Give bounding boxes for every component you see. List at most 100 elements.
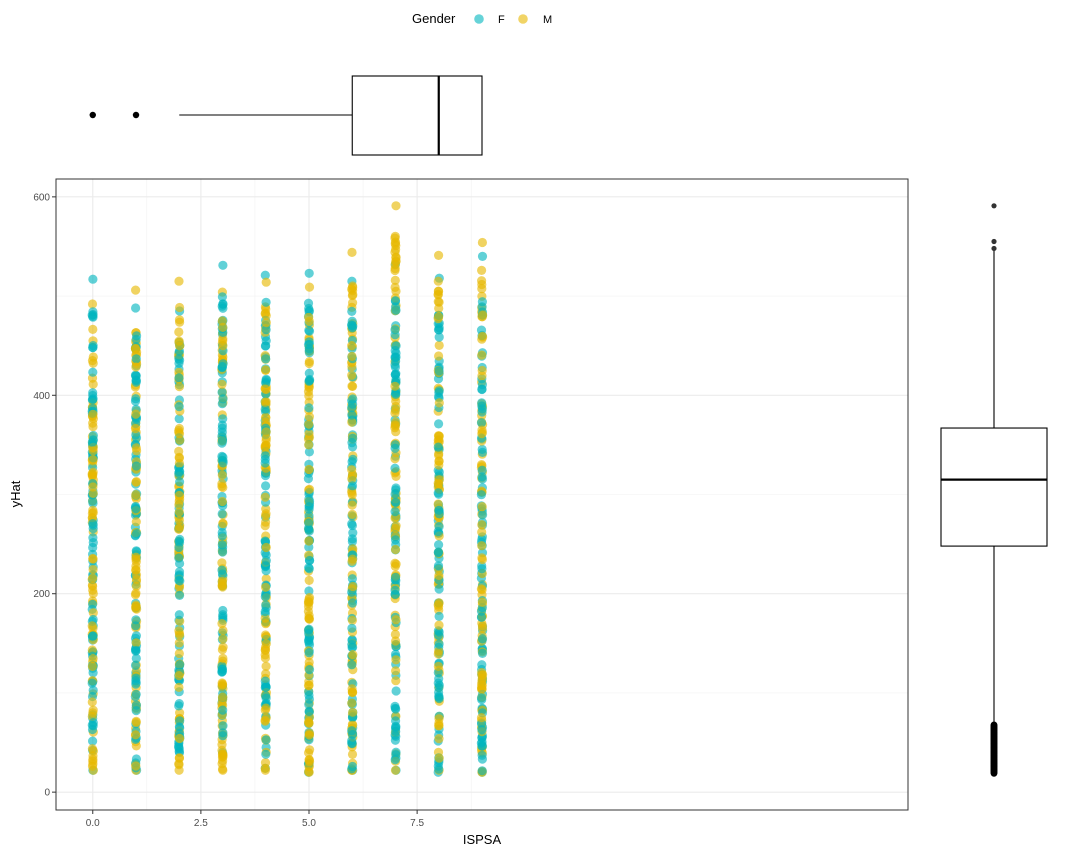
legend-label-m: M [543, 14, 552, 26]
data-point-f [304, 586, 314, 596]
data-point-f [476, 490, 486, 500]
data-point-m [433, 297, 443, 307]
data-point-m [477, 527, 487, 537]
data-point-f [347, 660, 357, 670]
data-point-m [348, 298, 358, 308]
data-point-f [433, 561, 444, 571]
data-point-f [218, 394, 228, 404]
data-point-f [304, 268, 314, 278]
data-point-f [434, 467, 444, 477]
data-point-m [131, 716, 141, 727]
data-point-f [477, 384, 487, 394]
data-point-m [218, 519, 228, 529]
data-point-m [348, 290, 358, 300]
data-point-f [174, 610, 184, 620]
data-point-f [304, 690, 314, 701]
data-point-f [304, 665, 315, 675]
data-point-f [131, 689, 141, 700]
data-point-f [217, 531, 227, 541]
data-point-m [304, 440, 314, 450]
data-point-f [260, 458, 270, 468]
data-point-m [478, 310, 488, 320]
box-outlier [991, 245, 997, 252]
data-point-m [304, 312, 314, 322]
data-point-f [261, 336, 271, 346]
data-point-m [391, 655, 401, 665]
data-point-m [175, 616, 185, 626]
data-point-f [174, 722, 184, 732]
data-point-f [391, 716, 401, 726]
data-point-m [174, 626, 184, 636]
data-point-m [131, 761, 141, 771]
data-point-m [304, 755, 314, 765]
data-point-m [217, 619, 227, 629]
data-point-m [175, 302, 185, 313]
data-point-m [261, 542, 271, 553]
data-point-m [217, 470, 227, 480]
data-point-f [304, 564, 314, 574]
data-point-m [348, 650, 358, 660]
data-point-m [477, 621, 488, 631]
data-point-f [217, 661, 227, 671]
data-point-m [347, 341, 357, 351]
data-point-f [174, 466, 184, 477]
data-point-m [304, 597, 314, 607]
data-point-m [477, 520, 487, 530]
data-point-f [174, 553, 184, 563]
data-point-m [390, 544, 401, 555]
data-point-f [217, 565, 227, 575]
data-point-f [131, 653, 141, 664]
data-point-f [391, 305, 401, 315]
data-point-f [260, 592, 270, 602]
data-point-f [303, 625, 314, 635]
data-point-m [261, 365, 271, 375]
data-point-m [260, 630, 271, 640]
y-axis-title: yHat [8, 480, 23, 507]
data-point-m [477, 670, 487, 680]
data-point-m [391, 676, 401, 686]
legend: Gender F M [412, 11, 552, 26]
data-point-m [131, 517, 141, 527]
data-point-m [476, 584, 486, 594]
data-point-m [217, 316, 227, 326]
data-point-m [131, 602, 141, 612]
data-point-f [390, 755, 400, 765]
data-point-m [218, 482, 228, 493]
data-point-m [174, 671, 184, 681]
data-point-m [131, 581, 141, 591]
data-point-m [304, 748, 314, 758]
data-point-f [434, 325, 444, 335]
x-tick-label: 2.5 [194, 818, 208, 829]
data-point-m [304, 716, 314, 727]
data-point-m [217, 749, 228, 759]
data-point-f [174, 536, 184, 546]
data-point-m [434, 286, 444, 296]
data-point-m [347, 509, 357, 519]
data-point-m [477, 597, 487, 607]
data-point-f [88, 307, 98, 317]
data-point-f [131, 615, 141, 625]
data-point-m [174, 429, 185, 439]
data-point-m [174, 500, 184, 510]
data-point-m [347, 247, 357, 257]
data-point-f [477, 447, 488, 457]
data-point-m [303, 680, 314, 691]
data-point-m [433, 649, 443, 659]
data-point-f [477, 741, 487, 751]
data-point-f [174, 542, 184, 553]
data-point-m [217, 759, 227, 769]
data-point-m [260, 521, 270, 531]
data-point-f [88, 274, 98, 284]
data-point-m [88, 573, 98, 583]
data-point-f [348, 598, 358, 608]
data-point-m [391, 615, 401, 625]
data-point-f [218, 299, 228, 309]
data-point-f [477, 472, 487, 482]
data-point-m [304, 536, 314, 546]
data-point-f [434, 611, 444, 622]
data-point-f [261, 481, 271, 491]
data-point-m [174, 507, 184, 517]
data-point-f [88, 533, 98, 543]
data-point-m [348, 707, 358, 717]
data-point-f [434, 584, 444, 594]
